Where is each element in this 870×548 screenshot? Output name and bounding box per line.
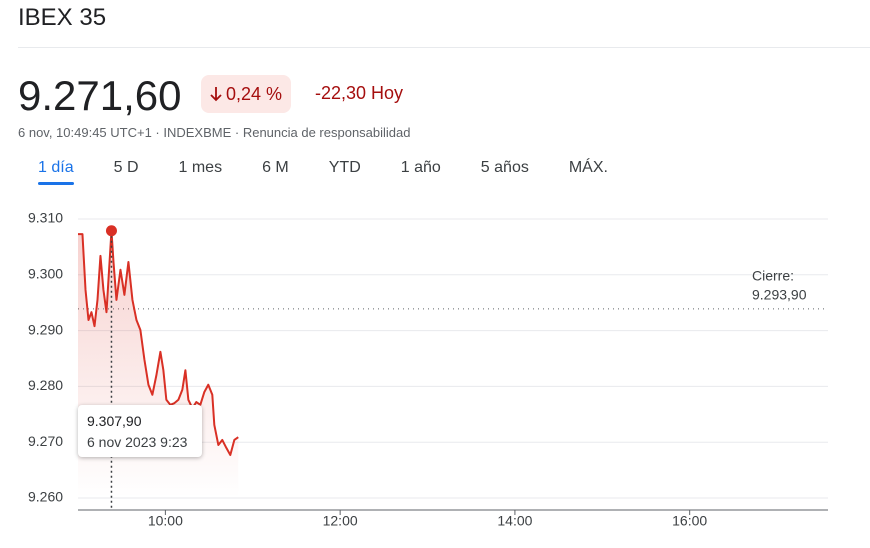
change-percent: 0,24 %: [226, 83, 283, 104]
range-tab[interactable]: 5 años: [480, 159, 529, 176]
down-arrow: [210, 87, 222, 102]
y-tick-label: 9.280: [28, 377, 63, 393]
y-tick-label: 9.300: [28, 266, 63, 282]
reference-label: 9.293,90: [752, 287, 807, 303]
change-absolute: -22,30 Hoy: [315, 83, 404, 103]
y-tick-label: 9.290: [28, 321, 63, 337]
line: [78, 229, 239, 457]
y-tick-label: 9.310: [28, 210, 63, 226]
range-tab[interactable]: 1 mes: [178, 159, 223, 176]
range-tab[interactable]: YTD: [328, 159, 361, 176]
reference-title: Cierre:: [752, 268, 794, 284]
range-tab[interactable]: MÁX.: [568, 159, 608, 176]
y-tick-label: 9.270: [28, 433, 63, 449]
tooltip-date: 6 nov 2023 9:23: [87, 434, 188, 450]
meta: 6 nov, 10:49:45 UTC+1 · INDEXBME · Renun…: [18, 125, 411, 140]
x-tick-label: 16:00: [672, 513, 707, 529]
x-tick-label: 12:00: [323, 513, 358, 529]
tooltip-value: 9.307,90: [87, 413, 142, 429]
x-tick-label: 14:00: [497, 513, 532, 529]
range-tab[interactable]: 5 D: [113, 159, 139, 176]
y-tick-label: 9.260: [28, 489, 63, 505]
range-tab[interactable]: 1 día: [18, 157, 94, 185]
hover-point: [105, 225, 117, 237]
tooltip: 9.307,90 6 nov 2023 9:23: [78, 405, 202, 457]
range-tabs: 1 día 5 D 1 mes 6 M YTD 1 año 5 años MÁX.: [18, 157, 628, 185]
range-tab[interactable]: 1 año: [400, 159, 441, 176]
title: IBEX 35: [18, 4, 107, 31]
range-tab[interactable]: 6 M: [262, 159, 289, 176]
price: 9.271,60: [18, 72, 182, 119]
x-tick-label: 10:00: [148, 513, 183, 529]
divider: [18, 47, 870, 48]
change-badge: 0,24 %: [201, 75, 292, 113]
